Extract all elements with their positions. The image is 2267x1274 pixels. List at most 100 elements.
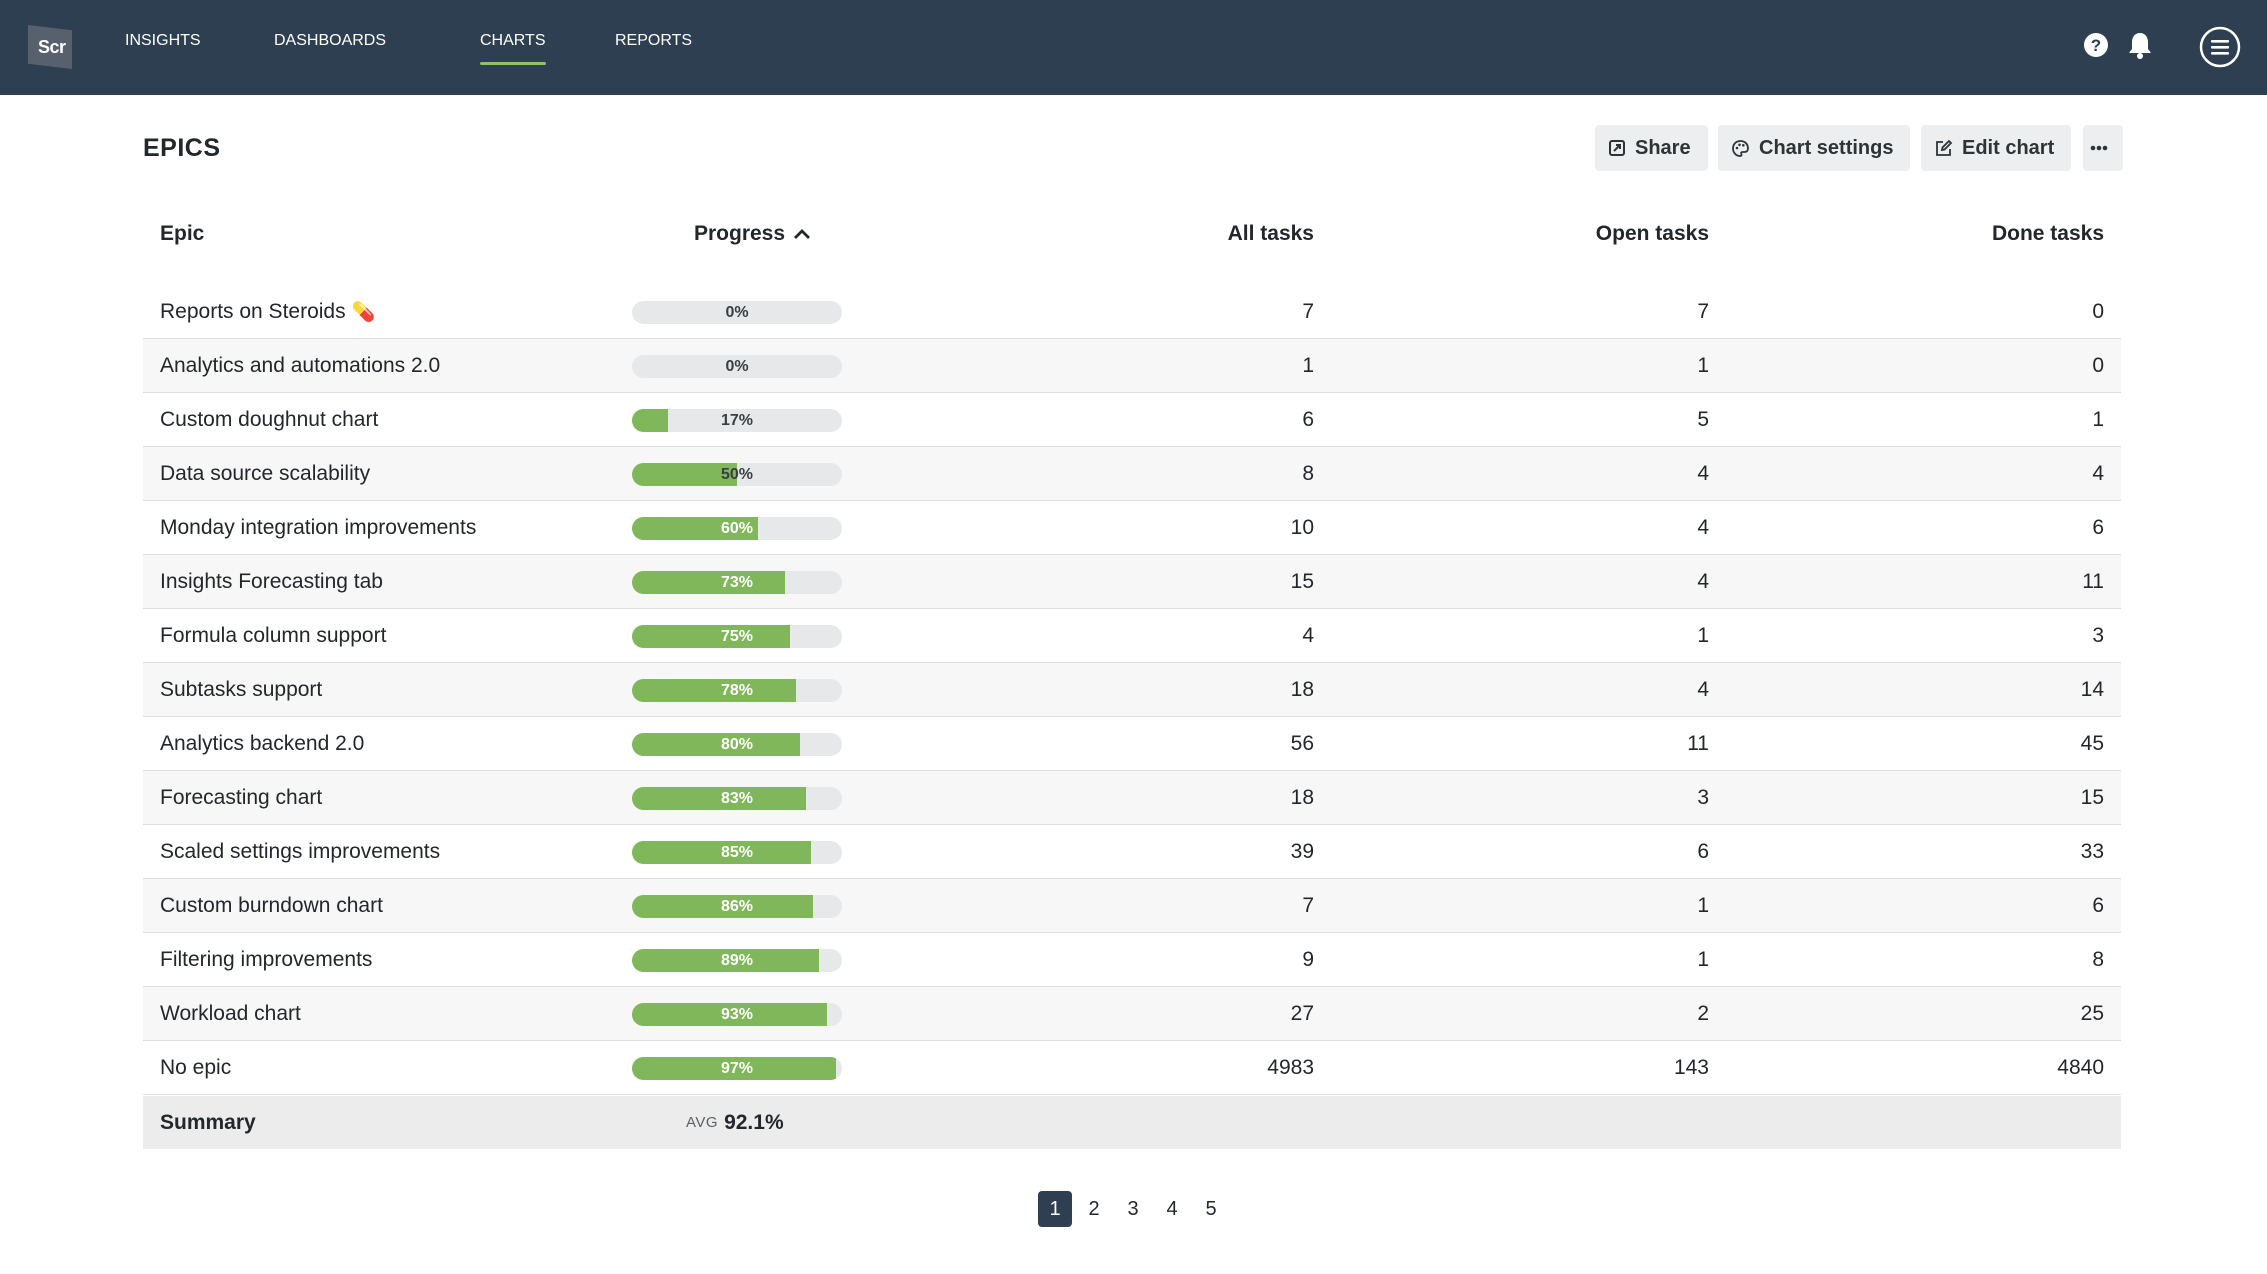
epic-name[interactable]: Subtasks support — [160, 678, 323, 701]
all-tasks-value: 15 — [1290, 570, 1314, 593]
nav-reports[interactable]: REPORTS — [615, 32, 693, 49]
column-header-epic[interactable]: Epic — [160, 222, 205, 245]
page-button-5[interactable]: 5 — [1205, 1197, 1217, 1220]
page-button-1[interactable]: 1 — [1038, 1191, 1072, 1227]
chart-settings-button[interactable]: Chart settings — [1718, 125, 1911, 171]
help-icon[interactable]: ? — [2081, 30, 2111, 60]
page-button-4[interactable]: 4 — [1166, 1197, 1178, 1220]
page-title: EPICS — [143, 134, 221, 162]
column-header-progress[interactable]: Progress — [694, 222, 811, 246]
progress-bar: 83% — [632, 787, 842, 810]
table-row[interactable]: Workload chart 93% 27 2 25 — [143, 987, 2121, 1041]
table-row[interactable]: Data source scalability 50% 8 4 4 — [143, 447, 2121, 501]
all-tasks-value: 4 — [1302, 624, 1314, 647]
progress-label: 73% — [720, 573, 754, 591]
open-tasks-value: 1 — [1697, 948, 1709, 971]
epic-name[interactable]: Analytics and automations 2.0 — [160, 354, 441, 377]
epic-name[interactable]: Data source scalability — [160, 462, 371, 485]
progress-label: 86% — [720, 897, 754, 915]
progress-bar: 93% — [632, 1003, 842, 1026]
nav-dashboards[interactable]: DASHBOARDS — [274, 32, 387, 49]
open-tasks-value: 3 — [1697, 786, 1709, 809]
epic-name[interactable]: No epic — [160, 1056, 232, 1079]
table-row[interactable]: Insights Forecasting tab 73% 15 4 11 — [143, 555, 2121, 609]
done-tasks-value: 33 — [2080, 840, 2104, 863]
epic-name[interactable]: Custom doughnut chart — [160, 408, 379, 431]
open-tasks-value: 4 — [1697, 516, 1709, 539]
all-tasks-value: 7 — [1302, 894, 1314, 917]
table-row[interactable]: Scaled settings improvements 85% 39 6 33 — [143, 825, 2121, 879]
done-tasks-value: 3 — [2092, 624, 2104, 647]
menu-icon[interactable] — [2198, 25, 2242, 69]
epic-name[interactable]: Custom burndown chart — [160, 894, 383, 917]
progress-label: 89% — [720, 951, 754, 969]
table-row[interactable]: Custom doughnut chart 17% 6 5 1 — [143, 393, 2121, 447]
all-tasks-value: 56 — [1290, 732, 1314, 755]
open-tasks-value: 11 — [1687, 732, 1709, 755]
done-tasks-value: 11 — [2082, 570, 2104, 593]
share-button[interactable]: Share — [1595, 125, 1708, 171]
edit-chart-button[interactable]: Edit chart — [1921, 125, 2072, 171]
column-header-all-tasks[interactable]: All tasks — [1227, 222, 1314, 245]
epic-name[interactable]: Formula column support — [160, 624, 387, 647]
progress-bar-fill — [632, 409, 668, 432]
share-button-label: Share — [1635, 136, 1691, 159]
progress-bar-fill — [632, 787, 807, 810]
open-tasks-value: 4 — [1697, 678, 1709, 701]
progress-bar: 89% — [632, 949, 842, 972]
done-tasks-value: 25 — [2080, 1002, 2104, 1025]
table-row[interactable]: Forecasting chart 83% 18 3 15 — [143, 771, 2121, 825]
done-tasks-value: 1 — [2092, 408, 2104, 431]
table-row[interactable]: Formula column support 75% 4 1 3 — [143, 609, 2121, 663]
table-row[interactable]: Reports on Steroids 💊 0% 7 7 0 — [143, 285, 2121, 339]
table-row[interactable]: Subtasks support 78% 18 4 14 — [143, 663, 2121, 717]
epic-name[interactable]: Filtering improvements — [160, 948, 373, 971]
progress-label: 0% — [725, 303, 749, 321]
column-header-progress-label: Progress — [694, 222, 786, 245]
epic-name[interactable]: Reports on Steroids 💊 — [160, 285, 375, 339]
app-logo[interactable]: Scr — [28, 25, 72, 69]
summary-label: Summary — [160, 1110, 256, 1134]
palette-icon — [1732, 139, 1749, 157]
nav-insights[interactable]: INSIGHTS — [125, 32, 201, 49]
done-tasks-value: 0 — [2092, 300, 2104, 323]
logo-text: Scr — [38, 37, 66, 57]
bell-icon[interactable] — [2125, 30, 2155, 60]
done-tasks-value: 45 — [2080, 732, 2104, 755]
table-row[interactable]: Analytics and automations 2.0 0% 1 1 0 — [143, 339, 2121, 393]
epic-name[interactable]: Forecasting chart — [160, 786, 323, 809]
table-row[interactable]: Filtering improvements 89% 9 1 8 — [143, 933, 2121, 987]
progress-bar: 17% — [632, 409, 842, 432]
table-row[interactable]: Custom burndown chart 86% 7 1 6 — [143, 879, 2121, 933]
progress-bar: 75% — [632, 625, 842, 648]
nav-charts[interactable]: CHARTS — [480, 32, 546, 65]
page-button-3[interactable]: 3 — [1127, 1197, 1139, 1220]
all-tasks-value: 1 — [1302, 354, 1314, 377]
table-row[interactable]: Monday integration improvements 60% 10 4 6 — [143, 501, 2121, 555]
more-options-button[interactable] — [2083, 125, 2123, 171]
epic-name[interactable]: Workload chart — [160, 1002, 301, 1025]
progress-bar: 97% — [632, 1057, 842, 1080]
all-tasks-value: 9 — [1302, 948, 1314, 971]
all-tasks-value: 7 — [1302, 300, 1314, 323]
table-row[interactable]: Analytics backend 2.0 80% 56 11 45 — [143, 717, 2121, 771]
column-header-done-tasks[interactable]: Done tasks — [1991, 222, 2104, 245]
all-tasks-value: 6 — [1302, 408, 1314, 431]
all-tasks-value: 4983 — [1267, 1056, 1314, 1079]
epic-name[interactable]: Analytics backend 2.0 — [160, 732, 365, 755]
progress-label: 97% — [720, 1059, 754, 1077]
epic-name[interactable]: Insights Forecasting tab — [160, 570, 383, 593]
table-row[interactable]: No epic 97% 4983 143 4840 — [143, 1041, 2121, 1095]
average-prefix: AVG — [686, 1114, 719, 1131]
progress-bar: 85% — [632, 841, 842, 864]
open-tasks-value: 5 — [1697, 408, 1709, 431]
epic-name-text: Reports on Steroids — [160, 300, 346, 323]
epic-name[interactable]: Scaled settings improvements — [160, 840, 441, 863]
edit-icon — [1936, 139, 1953, 156]
progress-bar-fill — [632, 463, 737, 486]
done-tasks-value: 8 — [2092, 948, 2104, 971]
epic-name[interactable]: Monday integration improvements — [160, 516, 477, 539]
done-tasks-value: 14 — [2080, 678, 2104, 701]
column-header-open-tasks[interactable]: Open tasks — [1595, 222, 1709, 245]
page-button-2[interactable]: 2 — [1088, 1197, 1100, 1220]
